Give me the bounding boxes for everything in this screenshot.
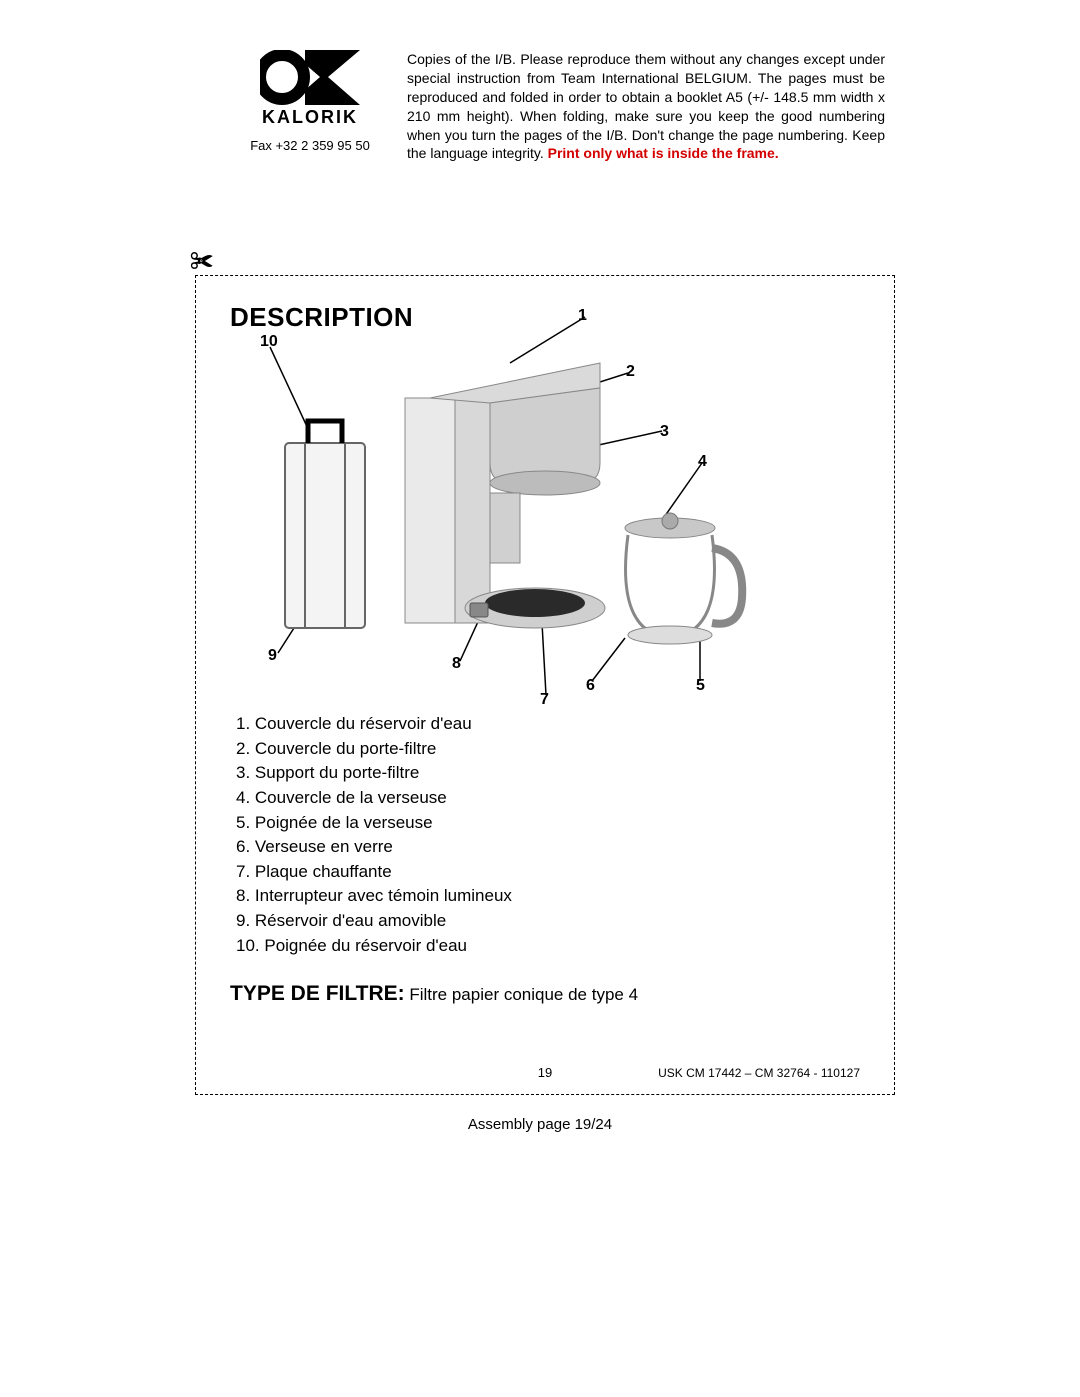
callout-4: 4	[698, 453, 707, 471]
logo-mark	[260, 50, 360, 105]
logo-column: KALORIK Fax +32 2 359 95 50	[245, 50, 375, 153]
assembly-page-label: Assembly page 19/24	[0, 1116, 1080, 1133]
callout-10: 10	[260, 333, 278, 351]
filter-text: Filtre papier conique de type 4	[405, 985, 638, 1004]
part-item: Poignée de la verseuse	[236, 811, 860, 836]
callout-9: 9	[268, 647, 277, 665]
logo-text: KALORIK	[262, 107, 358, 128]
fax-line: Fax +32 2 359 95 50	[250, 138, 370, 153]
filter-label: TYPE DE FILTRE:	[230, 982, 405, 1005]
header-instructions: Copies of the I/B. Please reproduce them…	[407, 50, 885, 163]
part-item: Support du porte-filtre	[236, 761, 860, 786]
part-item: Couvercle de la verseuse	[236, 786, 860, 811]
callout-1: 1	[578, 307, 587, 325]
part-item: Verseuse en verre	[236, 835, 860, 860]
parts-list: Couvercle du réservoir d'eau Couvercle d…	[230, 712, 860, 958]
callout-2: 2	[626, 363, 635, 381]
part-item: Poignée du réservoir d'eau	[236, 934, 860, 959]
callout-5: 5	[696, 677, 705, 695]
content-frame: DESCRIPTION 1 2 3 4 5 6 7 8 9 10	[195, 275, 895, 1095]
frame-footer: USK CM 17442 – CM 32764 - 110127	[658, 1066, 860, 1080]
brand-logo: KALORIK	[255, 50, 365, 130]
callout-7: 7	[540, 691, 549, 709]
diagram-svg	[230, 303, 860, 708]
header-block: KALORIK Fax +32 2 359 95 50 Copies of th…	[245, 50, 885, 163]
callout-8: 8	[452, 655, 461, 673]
part-item: Plaque chauffante	[236, 860, 860, 885]
part-item: Interrupteur avec témoin lumineux	[236, 884, 860, 909]
scissors-icon: ✀	[190, 248, 214, 276]
part-item: Couvercle du porte-filtre	[236, 737, 860, 762]
product-diagram: 1 2 3 4 5 6 7 8 9 10	[230, 303, 860, 708]
filter-line: TYPE DE FILTRE: Filtre papier conique de…	[230, 982, 860, 1006]
part-item: Couvercle du réservoir d'eau	[236, 712, 860, 737]
header-red: Print only what is inside the frame.	[548, 145, 779, 161]
part-item: Réservoir d'eau amovible	[236, 909, 860, 934]
callout-3: 3	[660, 423, 669, 441]
callout-6: 6	[586, 677, 595, 695]
